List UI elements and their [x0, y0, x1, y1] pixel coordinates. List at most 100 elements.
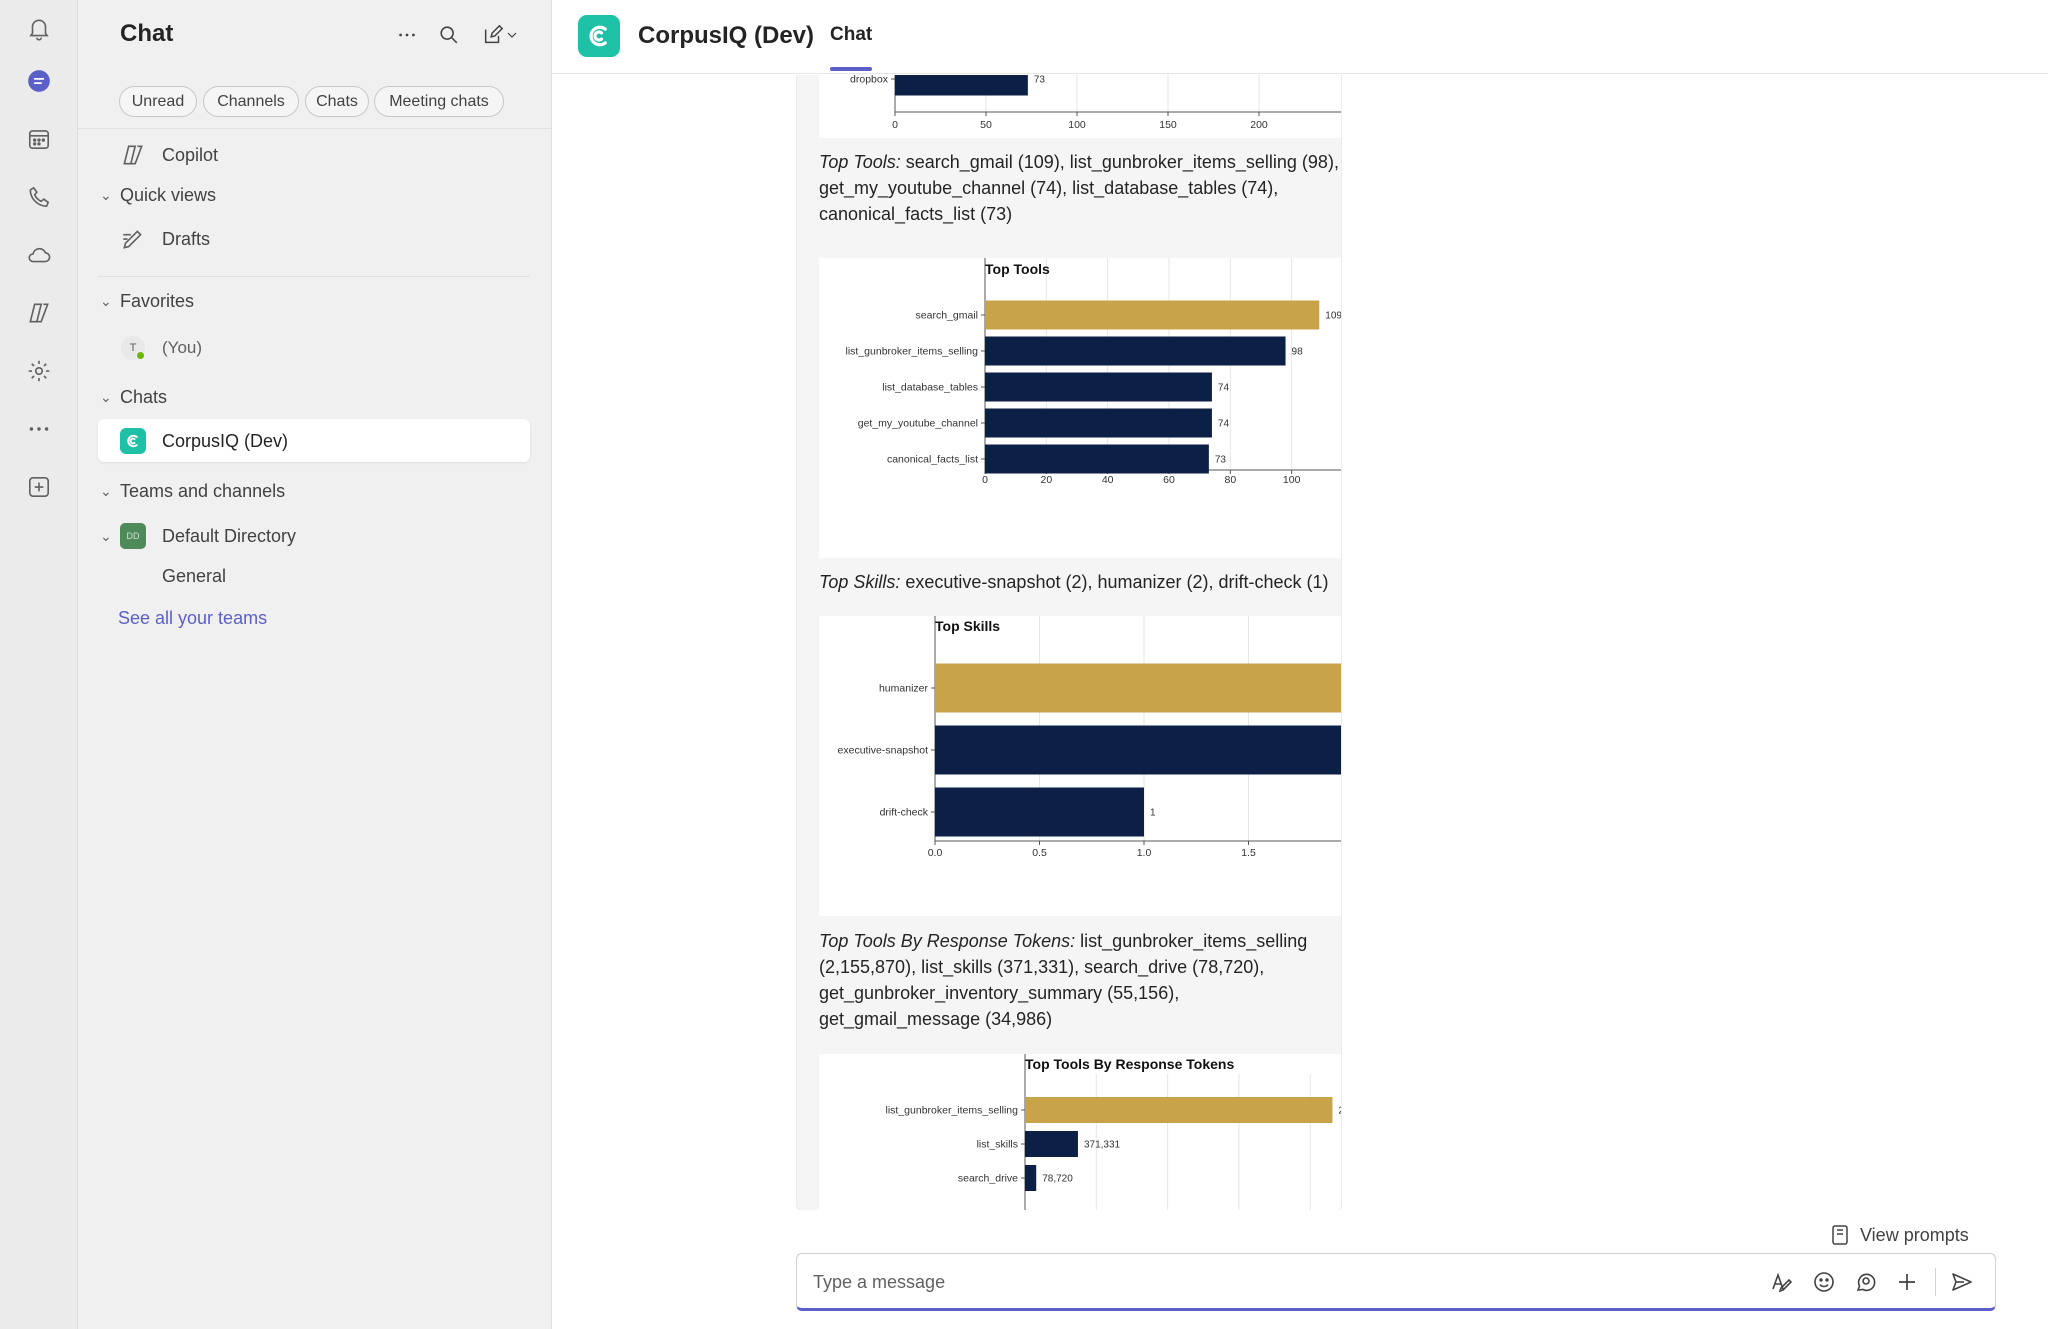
x-tick-label: 200 [1250, 119, 1268, 131]
x-tick-label: 0.0 [928, 847, 943, 859]
onedrive-button[interactable] [0, 226, 78, 284]
chat-item-corpusiq[interactable]: CorpusIQ (Dev) [98, 419, 530, 462]
chats-label: Chats [120, 386, 168, 407]
chat-icon [28, 70, 50, 92]
loop-button[interactable] [1851, 1267, 1881, 1297]
compose-icon [484, 24, 504, 44]
x-tick-label: 40 [1102, 474, 1114, 486]
admin-button[interactable] [0, 342, 78, 400]
data-label: 73 [1215, 455, 1227, 466]
bar [985, 408, 1212, 438]
quick-views-label: Quick views [120, 184, 217, 205]
y-tick-label: humanizer [879, 683, 929, 695]
data-label: 98 [1292, 347, 1304, 358]
chevron-down-icon: ⌄ [100, 186, 112, 203]
x-tick-label: 250 [1341, 119, 1342, 131]
x-tick-label: 50 [980, 119, 992, 131]
apps-button[interactable] [0, 458, 78, 516]
search-button[interactable] [434, 20, 464, 50]
drafts-item[interactable]: Drafts [120, 221, 210, 257]
tab-chat[interactable]: Chat [830, 24, 873, 45]
view-prompts-button[interactable]: View prompts [1830, 1222, 1969, 1248]
chart-title: Top Skills [935, 618, 1000, 634]
top-tools-chart: 020406080100120Top Toolssearch_gmail109l… [846, 258, 1342, 486]
emoji-icon [1814, 1272, 1834, 1292]
filter-channels[interactable]: Channels [203, 86, 299, 117]
chat-button[interactable] [0, 52, 78, 110]
bar [1025, 1097, 1333, 1123]
divider [78, 128, 552, 129]
teams-channels-header[interactable]: ⌄ Teams and channels [100, 476, 285, 506]
send-button[interactable] [1947, 1267, 1977, 1297]
favorites-header[interactable]: ⌄ Favorites [100, 286, 194, 316]
chat-header: CorpusIQ (Dev) Chat [552, 0, 2048, 74]
y-tick-label: list_skills [977, 1139, 1018, 1151]
calls-button[interactable] [0, 168, 78, 226]
search-icon [440, 26, 458, 44]
team-item-default-directory[interactable]: ⌄ DD Default Directory [100, 518, 296, 554]
bar [935, 725, 1341, 775]
top-tokens-chart: Top Tools By Response Tokens list_gunbrok… [886, 1054, 1342, 1210]
chats-header[interactable]: ⌄ Chats [100, 382, 167, 412]
copilot-icon [29, 303, 49, 323]
top-skills-text: Top Skills: executive-snapshot (2), huma… [819, 569, 1339, 595]
filter-unread[interactable]: Unread [119, 86, 197, 117]
y-tick-label: drift-check [880, 807, 929, 819]
avatar: T [120, 335, 146, 361]
bar [1025, 1131, 1078, 1157]
favorite-you-item[interactable]: T (You) [120, 330, 202, 366]
chevron-down-icon: ⌄ [100, 292, 112, 309]
data-label: 109 [1325, 311, 1342, 322]
calendar-button[interactable] [0, 110, 78, 168]
y-tick-label: dropbox [850, 75, 889, 86]
x-tick-label: 80 [1224, 474, 1236, 486]
you-label: (You) [162, 338, 203, 357]
filter-meeting-chats[interactable]: Meeting chats [374, 86, 504, 117]
y-tick-label: list_database_tables [882, 382, 978, 394]
chat-title: CorpusIQ (Dev) [638, 22, 815, 49]
view-prompts-label: View prompts [1860, 1224, 1969, 1245]
send-icon [1952, 1273, 1972, 1291]
more-apps-button[interactable] [0, 400, 78, 458]
team-avatar-initials: DD [120, 523, 146, 549]
partial-bar-chart: 0 50 100 150 200 250 dropbox 73 [850, 75, 1342, 131]
filter-chats[interactable]: Chats [305, 86, 369, 117]
more-icon [399, 33, 415, 37]
activity-button[interactable] [0, 0, 78, 58]
bar [935, 787, 1144, 837]
chart-title: Top Tools By Response Tokens [1025, 1056, 1234, 1072]
quick-views-header[interactable]: ⌄ Quick views [100, 180, 216, 210]
message-list[interactable]: 050100150200250dropbox73 Top Tools: sear… [552, 75, 2048, 1210]
copilot-item[interactable]: Copilot [120, 137, 218, 173]
corpusiq-logo-icon [578, 15, 620, 57]
new-chat-button[interactable] [476, 20, 526, 50]
top-tokens-values: list_gunbroker_items_selling (2,155,870)… [819, 931, 1308, 1029]
top-tokens-label: Top Tools By Response Tokens: [819, 931, 1076, 951]
format-button[interactable] [1767, 1267, 1797, 1297]
data-label: 74 [1218, 419, 1230, 430]
data-label: 2,155,870 [1338, 1106, 1342, 1117]
emoji-button[interactable] [1809, 1267, 1839, 1297]
channel-item-general[interactable]: General [162, 558, 226, 594]
x-tick-label: 0 [892, 119, 898, 131]
data-label: 371,331 [1084, 1140, 1121, 1151]
copilot-button[interactable] [0, 284, 78, 342]
attach-button[interactable] [1892, 1267, 1922, 1297]
drafts-pencil-icon [120, 226, 146, 252]
data-label: 1 [1150, 808, 1156, 819]
y-tick-label: list_gunbroker_items_selling [886, 1105, 1019, 1117]
x-tick-label: 150 [1159, 119, 1177, 131]
message-input[interactable] [813, 1268, 1713, 1296]
phone-icon [29, 186, 50, 208]
data-label: 74 [1218, 383, 1230, 394]
see-all-teams-link[interactable]: See all your teams [118, 607, 268, 628]
format-text-icon [1772, 1272, 1793, 1293]
add-app-icon [28, 476, 50, 498]
more-options-button[interactable] [392, 20, 422, 50]
chat-item-label: CorpusIQ (Dev) [162, 430, 289, 451]
y-tick-label: search_gmail [916, 310, 978, 322]
channel-name: General [162, 565, 227, 586]
plus-icon [1899, 1274, 1915, 1290]
